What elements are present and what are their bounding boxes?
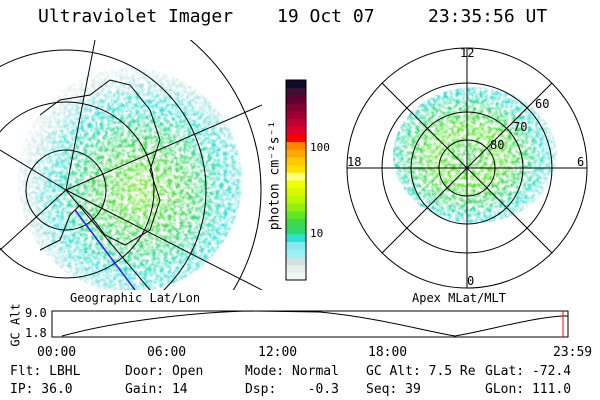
status-dsp: Dsp: -0.3 xyxy=(245,382,339,397)
colorbar-swatch xyxy=(286,226,306,235)
geographic-label: Geographic Lat/Lon xyxy=(70,291,201,305)
status-gain: Gain: 14 xyxy=(125,382,188,397)
colorbar-swatch xyxy=(286,110,306,119)
lat-80: 80 xyxy=(490,138,505,152)
date: 19 Oct 07 xyxy=(277,6,375,27)
colorbar-swatch xyxy=(286,118,306,127)
mlt-0: 0 xyxy=(467,274,475,288)
colorbar-swatch xyxy=(286,141,306,150)
status-glon: GLon: 111.0 xyxy=(485,382,572,397)
colorbar-swatch xyxy=(286,187,306,196)
status-mode: Mode: Normal xyxy=(245,364,339,379)
colorbar xyxy=(286,80,306,281)
colorbar-label: photon cm⁻²s⁻¹ xyxy=(267,120,283,231)
time: 23:35:56 UT xyxy=(428,6,548,27)
mlt-18: 18 xyxy=(347,155,362,169)
cbar-tick-100: 100 xyxy=(310,141,330,154)
status-seq: Seq: 39 xyxy=(366,382,421,397)
xtick-1800: 18:00 xyxy=(368,345,408,360)
colorbar-swatch xyxy=(286,172,306,181)
geographic-map xyxy=(0,40,262,290)
status-filter: Flt: LBHL xyxy=(10,364,81,379)
colorbar-swatch xyxy=(286,133,306,143)
colorbar-swatch xyxy=(286,210,306,219)
colorbar-swatch xyxy=(286,103,306,112)
cbar-tick-10: 10 xyxy=(310,227,324,240)
status-ip: IP: 36.0 xyxy=(10,382,73,397)
xtick-1200: 12:00 xyxy=(258,345,298,360)
mlt-6: 6 xyxy=(577,155,585,169)
colorbar-swatch xyxy=(286,80,306,89)
polar-plot xyxy=(346,47,588,289)
apex-label: Apex MLat/MLT xyxy=(412,291,506,305)
xtick-0600: 06:00 xyxy=(147,345,187,360)
lat-60: 60 xyxy=(535,97,550,111)
altitude-ylabel: GC Alt xyxy=(8,303,23,347)
colorbar-swatch xyxy=(286,264,306,273)
xtick-0000: 00:00 xyxy=(37,345,77,360)
colorbar-swatch xyxy=(286,149,306,158)
ytick-1.8: 1.8 xyxy=(25,326,47,340)
colorbar-swatch xyxy=(286,249,306,258)
mlt-12: 12 xyxy=(460,46,475,60)
lat-70: 70 xyxy=(513,120,528,134)
xtick-2359: 23:59 xyxy=(553,345,593,360)
colorbar-swatch xyxy=(286,272,306,281)
colorbar-swatch xyxy=(286,156,306,166)
status-gc-alt: GC Alt: 7.5 Re xyxy=(366,364,476,379)
colorbar-swatch xyxy=(286,203,306,212)
colorbar-swatch xyxy=(286,164,306,173)
colorbar-swatch xyxy=(286,218,306,227)
ytick-9: 9.0 xyxy=(25,306,47,320)
status-glat: GLat: -72.4 xyxy=(485,364,572,379)
colorbar-swatch xyxy=(286,126,306,135)
status-door: Door: Open xyxy=(125,364,204,379)
instrument-title: Ultraviolet Imager xyxy=(38,6,234,27)
colorbar-swatch xyxy=(286,87,306,96)
colorbar-swatch xyxy=(286,241,306,250)
colorbar-swatch xyxy=(286,233,306,243)
colorbar-swatch xyxy=(286,180,306,189)
altitude-plot xyxy=(51,310,569,338)
colorbar-swatch xyxy=(286,256,306,266)
colorbar-swatch xyxy=(286,95,306,104)
colorbar-swatch xyxy=(286,195,306,204)
